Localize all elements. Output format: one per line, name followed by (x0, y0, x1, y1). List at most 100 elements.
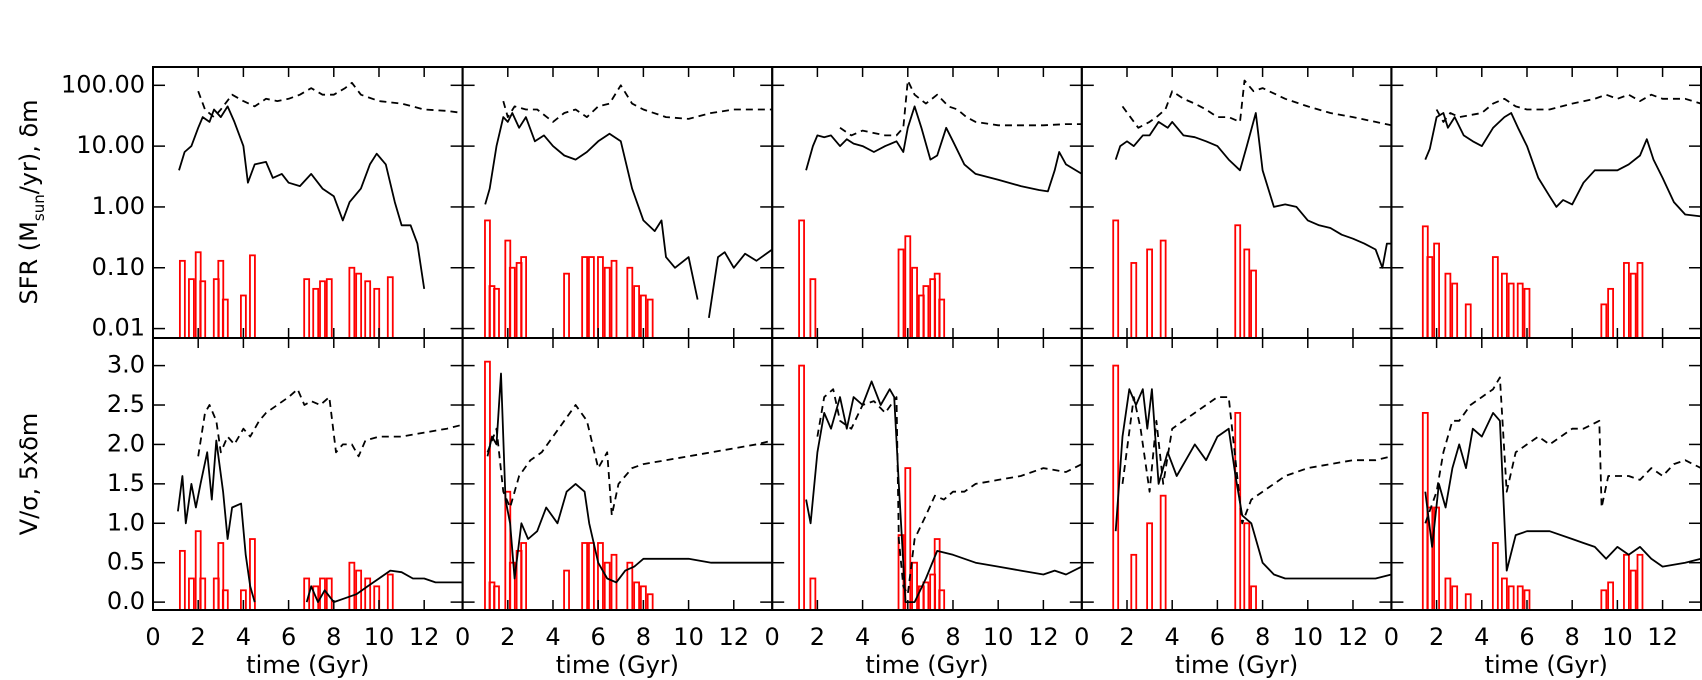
y-tick-label: 0.01 (92, 314, 145, 342)
histogram-bar (1623, 262, 1630, 339)
histogram-bar (199, 577, 207, 611)
y-tick-label: 10.00 (76, 131, 145, 159)
dashed-line (197, 388, 463, 458)
histogram-bar (493, 287, 500, 339)
solid-line (178, 105, 426, 290)
histogram-bar (325, 278, 333, 339)
histogram-bar (508, 266, 516, 339)
solid-line (1114, 388, 1392, 580)
histogram-bar (303, 278, 311, 339)
histogram-bar (1159, 494, 1167, 611)
x-tick-label: 0 (765, 623, 780, 651)
y-tick-label: 0.10 (92, 253, 145, 281)
histogram-bar (597, 542, 604, 611)
histogram-bar (221, 298, 229, 339)
histogram-bar (1433, 242, 1440, 339)
x-tick-label: 12 (409, 623, 440, 651)
histogram-bar (1451, 585, 1459, 611)
histogram-bar (178, 259, 186, 339)
histogram-bar (355, 272, 363, 339)
histogram-bar (1501, 577, 1508, 611)
histogram-bar (1629, 272, 1637, 339)
x-tick-label: 4 (1474, 623, 1489, 651)
histogram-bar (312, 287, 320, 339)
dashed-line (839, 79, 1082, 137)
plot-frame (771, 337, 1083, 611)
histogram-bar (520, 256, 528, 339)
histogram-bar (1444, 272, 1452, 339)
dashed-line (816, 388, 1083, 596)
x-tick-label: 4 (855, 623, 870, 651)
histogram-bar (1600, 303, 1608, 339)
histogram-bar (364, 577, 372, 611)
y-axis-label: V/σ, 5xδm (15, 413, 43, 536)
histogram-bar (1464, 303, 1472, 339)
x-tick-label: 2 (191, 623, 206, 651)
histogram-bar (355, 569, 363, 611)
histogram-bar (646, 593, 654, 611)
histogram-bar (603, 266, 611, 339)
solid-line (1424, 412, 1702, 572)
histogram-bar (1426, 256, 1434, 339)
x-tick-label: 0 (145, 623, 160, 651)
histogram-bar (1636, 553, 1644, 611)
histogram-bar (221, 589, 229, 611)
histogram-bar (581, 542, 589, 611)
histogram-bar (1243, 522, 1251, 611)
x-tick-label: 2 (1119, 623, 1134, 651)
solid-line (1424, 112, 1702, 218)
histogram-bar (922, 285, 930, 339)
histogram-bar (188, 278, 195, 339)
histogram-bar (581, 256, 589, 339)
y-axis-label: SFR (Msun/yr), δm (15, 99, 48, 304)
solid-line (805, 380, 1083, 603)
plot-frame (1390, 66, 1702, 339)
histogram-bar (1130, 262, 1138, 339)
y-tick-label: 0.0 (107, 587, 145, 615)
histogram-bar (364, 280, 372, 339)
y-tick-label: 3.0 (107, 351, 145, 379)
histogram-bar (386, 573, 394, 611)
histogram-bar (1501, 272, 1508, 339)
x-tick-label: 12 (1647, 623, 1678, 651)
histogram-bar (633, 285, 640, 339)
dashed-line (486, 404, 773, 517)
histogram-bar (633, 581, 640, 611)
x-axis-label: time (Gyr) (865, 651, 988, 679)
dashed-line (502, 84, 773, 123)
x-tick-label: 2 (1429, 623, 1444, 651)
histogram-bar (809, 577, 817, 611)
x-axis-label: time (Gyr) (1175, 651, 1298, 679)
histogram-bar (484, 360, 491, 611)
plot-frame (1080, 66, 1393, 339)
histogram-bar (1507, 282, 1515, 339)
x-tick-label: 0 (1384, 623, 1399, 651)
histogram-bar (1234, 224, 1242, 339)
histogram-bar (938, 589, 946, 611)
x-tick-label: 4 (236, 623, 251, 651)
plot-frame (771, 66, 1083, 339)
dashed-line (1424, 376, 1702, 524)
histogram-bar (1146, 248, 1153, 339)
plot-frame (1390, 337, 1702, 611)
histogram-bar (1451, 282, 1459, 339)
x-tick-label: 10 (1602, 623, 1633, 651)
x-tick-label: 0 (1074, 623, 1089, 651)
histogram-bar (610, 259, 618, 339)
histogram-bar (1491, 256, 1499, 339)
y-label-part: V/σ, 5xδm (15, 413, 43, 536)
y-tick-label: 1.5 (107, 469, 145, 497)
histogram-bar (563, 272, 570, 339)
histogram-bar (904, 235, 912, 339)
histogram-bar (1250, 269, 1257, 339)
histogram-bar (493, 585, 500, 611)
x-tick-label: 6 (900, 623, 915, 651)
x-tick-label: 4 (1165, 623, 1180, 651)
histogram-bar (1607, 287, 1614, 339)
histogram-bar (1234, 411, 1242, 611)
y-label-subscript: sun (30, 194, 48, 221)
histogram-bar (588, 256, 595, 339)
x-tick-label: 6 (1519, 623, 1534, 651)
histogram-bar (809, 278, 817, 339)
